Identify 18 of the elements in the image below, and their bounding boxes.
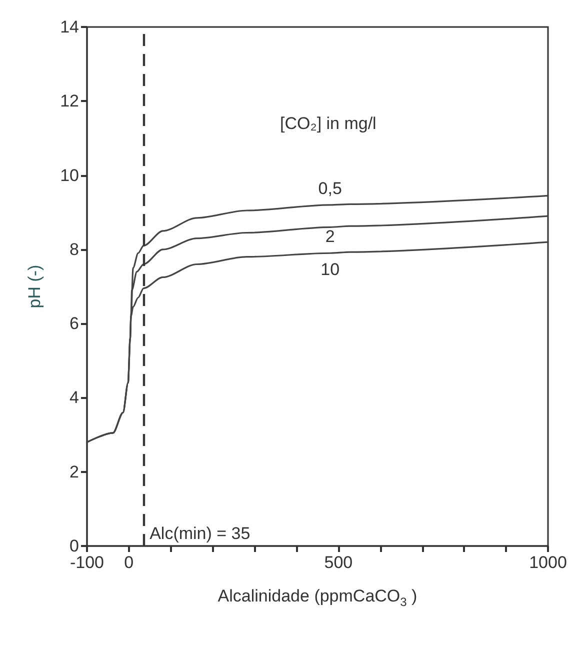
series-label: 10 bbox=[320, 260, 340, 280]
y-tick-label: 2 bbox=[70, 462, 79, 482]
x-tick-label: 0 bbox=[124, 553, 134, 572]
y-tick-label: 0 bbox=[70, 536, 79, 556]
x-tick-label: 1000 bbox=[529, 553, 567, 572]
series-label: 0,5 bbox=[318, 178, 342, 198]
series-label: 2 bbox=[325, 227, 335, 246]
ref-line-label: Alc(min) = 35 bbox=[150, 524, 250, 543]
y-axis-title: pH (-) bbox=[25, 264, 44, 308]
y-tick-label: 8 bbox=[70, 240, 79, 259]
y-tick-label: 6 bbox=[70, 314, 79, 334]
y-tick-label: 10 bbox=[60, 166, 79, 185]
y-tick-label: 14 bbox=[60, 18, 79, 36]
y-tick-label: 12 bbox=[60, 92, 79, 111]
x-tick-label: -100 bbox=[70, 553, 104, 572]
y-tick-label: 4 bbox=[70, 388, 79, 408]
legend-title: [CO₂] in mg/l bbox=[280, 114, 376, 133]
x-tick-label: 500 bbox=[324, 553, 353, 572]
